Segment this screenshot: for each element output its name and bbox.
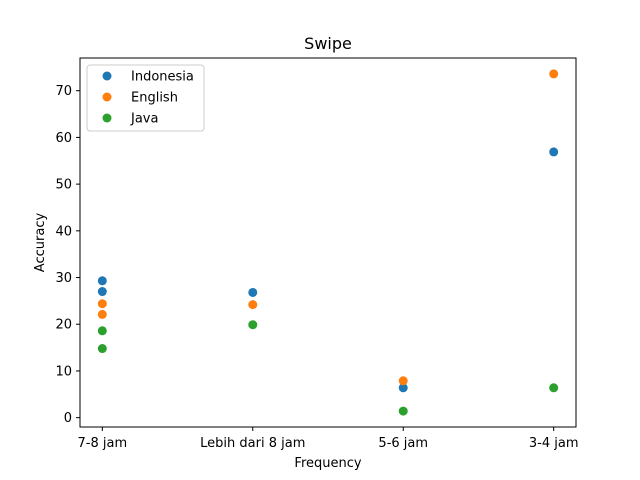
data-point xyxy=(549,69,559,79)
x-tick-label: Lebih dari 8 jam xyxy=(200,436,305,451)
y-tick-label: 0 xyxy=(64,411,72,426)
y-tick-label: 70 xyxy=(55,84,72,99)
chart-title: Swipe xyxy=(304,34,352,53)
legend: Indonesia English Java xyxy=(86,64,205,132)
data-point xyxy=(97,299,107,309)
series-indonesia xyxy=(97,147,559,393)
data-point xyxy=(549,383,559,393)
y-tick-label: 40 xyxy=(55,224,72,239)
data-point xyxy=(398,406,408,416)
y-axis-label: Accuracy xyxy=(33,213,48,273)
plot-area-frame xyxy=(79,57,577,428)
legend-marker xyxy=(102,92,112,102)
legend-box xyxy=(86,64,205,132)
data-point xyxy=(97,344,107,354)
data-points xyxy=(97,69,559,416)
x-tick-label: 3-4 jam xyxy=(529,436,579,451)
axis-ticks: 7-8 jam Lebih dari 8 jam 5-6 jam 3-4 jam 0 10… xyxy=(55,84,578,451)
legend-marker xyxy=(102,113,112,123)
x-tick-label: 5-6 jam xyxy=(378,436,428,451)
series-english xyxy=(97,69,559,386)
legend-label: Indonesia xyxy=(131,70,194,85)
data-point xyxy=(97,287,107,297)
legend-label: Java xyxy=(130,112,158,127)
data-point xyxy=(398,376,408,386)
y-tick-label: 10 xyxy=(55,364,72,379)
data-point xyxy=(97,276,107,286)
y-tick-label: 50 xyxy=(55,178,72,193)
data-point xyxy=(549,147,559,157)
y-tick-label: 60 xyxy=(55,131,72,146)
x-tick-label: 7-8 jam xyxy=(78,436,128,451)
legend-label: English xyxy=(131,91,178,106)
data-point xyxy=(248,320,258,330)
x-axis-label: Frequency xyxy=(294,456,361,471)
data-point xyxy=(248,300,258,310)
data-point xyxy=(248,287,258,297)
data-point xyxy=(97,309,107,319)
data-point xyxy=(398,383,408,393)
y-tick-label: 30 xyxy=(55,271,72,286)
series-java xyxy=(97,320,559,416)
y-tick-label: 20 xyxy=(55,318,72,333)
legend-marker xyxy=(102,71,112,81)
data-point xyxy=(97,326,107,336)
